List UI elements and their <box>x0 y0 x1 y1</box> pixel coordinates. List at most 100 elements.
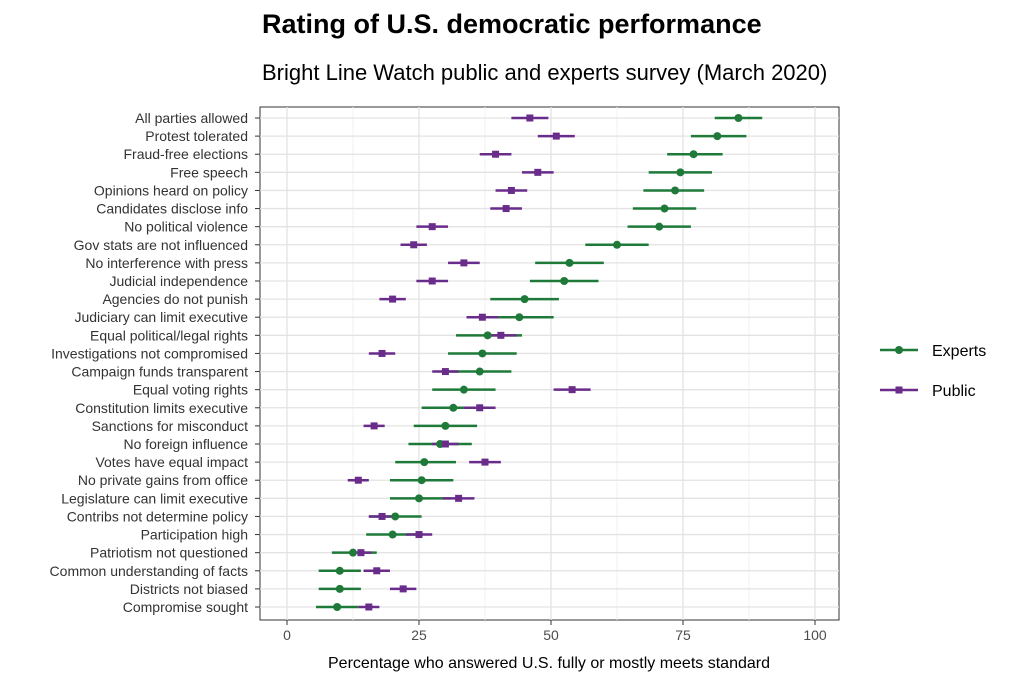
public-point <box>492 150 500 158</box>
experts-point <box>391 512 400 521</box>
y-tick-label: Equal political/legal rights <box>90 327 248 343</box>
experts-point <box>713 132 722 141</box>
public-point <box>378 512 386 520</box>
y-tick-label: No foreign influence <box>123 436 248 452</box>
experts-point <box>335 566 344 575</box>
legend-experts-label: Experts <box>932 343 986 360</box>
legend-experts-marker <box>895 346 903 354</box>
y-tick-label: No interference with press <box>85 255 248 271</box>
experts-point <box>660 204 669 213</box>
y-tick-label: Agencies do not punish <box>102 291 248 307</box>
public-point <box>389 295 397 303</box>
y-tick-label: Candidates disclose info <box>96 201 248 217</box>
y-tick-label: Protest tolerated <box>145 128 248 144</box>
public-point <box>370 422 378 430</box>
y-tick-label: No political violence <box>124 219 248 235</box>
y-tick-label: Sanctions for misconduct <box>92 418 249 434</box>
public-point <box>455 494 463 502</box>
public-point <box>526 114 534 122</box>
x-tick-label: 75 <box>675 627 691 643</box>
y-tick-label: Legislature can limit executive <box>61 490 248 506</box>
public-point <box>415 531 423 539</box>
public-point <box>460 259 468 267</box>
experts-point <box>417 476 426 485</box>
experts-point <box>335 584 344 593</box>
public-point <box>354 476 362 484</box>
y-tick-label: Judicial independence <box>109 273 248 289</box>
experts-point <box>475 367 484 376</box>
experts-point <box>520 295 529 304</box>
public-point <box>478 313 486 321</box>
y-tick-label: Compromise sought <box>123 599 248 615</box>
x-axis-label: Percentage who answered U.S. fully or mo… <box>328 655 770 672</box>
y-tick-label: Participation high <box>141 527 248 543</box>
experts-point <box>441 421 450 430</box>
public-point <box>481 458 489 466</box>
x-tick-label: 0 <box>283 627 291 643</box>
experts-point <box>333 603 342 611</box>
experts-point <box>613 240 621 249</box>
public-point <box>410 241 418 249</box>
x-tick-label: 25 <box>411 627 427 643</box>
x-tick-label: 100 <box>803 627 827 643</box>
experts-point <box>671 186 680 195</box>
y-tick-label: Votes have equal impact <box>95 454 248 470</box>
public-point <box>507 186 515 194</box>
y-tick-label: Gov stats are not influenced <box>74 237 248 253</box>
y-tick-label: Constitution limits executive <box>75 400 248 416</box>
experts-point <box>734 114 743 122</box>
public-point <box>552 132 560 140</box>
experts-point <box>565 258 574 267</box>
x-tick-label: 50 <box>543 627 559 643</box>
public-point <box>534 168 542 176</box>
experts-point <box>449 403 458 412</box>
y-tick-label: No private gains from office <box>78 472 248 488</box>
points <box>333 114 743 611</box>
experts-point <box>388 530 397 539</box>
y-tick-label: Opinions heard on policy <box>94 182 248 198</box>
experts-point <box>415 494 423 503</box>
public-point <box>441 368 449 376</box>
public-point <box>365 603 373 611</box>
experts-point <box>515 313 524 322</box>
public-point <box>378 349 386 357</box>
public-point <box>568 386 576 394</box>
y-tick-label: Campaign funds transparent <box>71 364 248 380</box>
legend: Experts Public <box>880 343 986 400</box>
y-tick-label: Contribs not determine policy <box>67 508 248 524</box>
chart-title: Rating of U.S. democratic performance <box>262 9 762 39</box>
experts-point <box>689 150 698 159</box>
experts-point <box>560 277 569 285</box>
plot-panel <box>259 106 840 621</box>
public-point <box>399 585 407 593</box>
y-tick-label: Judiciary can limit executive <box>74 309 248 325</box>
y-tick-label: Patriotism not questioned <box>90 545 248 561</box>
y-tick-label: Investigations not compromised <box>51 345 248 361</box>
public-point <box>373 567 381 575</box>
y-tick-label: Districts not biased <box>130 581 248 597</box>
experts-point <box>676 168 685 177</box>
public-point <box>428 223 436 231</box>
public-point <box>476 404 484 412</box>
public-point <box>502 205 510 213</box>
legend-public-label: Public <box>932 383 976 400</box>
experts-point <box>483 331 492 340</box>
y-tick-label: Free speech <box>170 164 248 180</box>
chart-subtitle: Bright Line Watch public and experts sur… <box>262 60 827 85</box>
public-point <box>497 331 505 339</box>
experts-point <box>420 458 429 467</box>
experts-point <box>349 548 357 557</box>
public-point <box>441 440 449 448</box>
y-tick-label: All parties allowed <box>135 110 248 126</box>
experts-point <box>478 349 487 358</box>
y-axis-labels: All parties allowed Protest tolerated Frau… <box>50 110 260 615</box>
experts-point <box>459 385 468 394</box>
y-tick-label: Equal voting rights <box>133 382 248 398</box>
public-point <box>428 277 436 285</box>
public-point <box>357 549 365 557</box>
y-tick-label: Fraud-free elections <box>123 146 248 162</box>
legend-public-marker <box>895 386 903 394</box>
y-tick-label: Common understanding of facts <box>50 563 248 579</box>
x-axis-ticks: 0 25 50 75 100 <box>283 620 827 643</box>
